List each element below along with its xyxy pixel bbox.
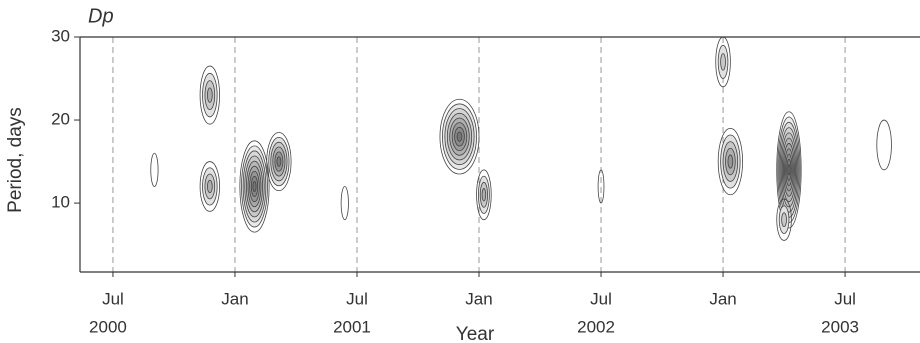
contour-level	[206, 179, 213, 194]
contour-level	[239, 140, 270, 233]
contour-level	[266, 132, 292, 192]
contour-level	[717, 127, 743, 196]
x-tick-label: Jan	[465, 289, 492, 308]
x-tick-label: Jan	[709, 289, 736, 308]
contour-level	[252, 180, 257, 192]
x-axis-title: Year	[456, 324, 495, 343]
contour-level	[276, 156, 282, 167]
x-tick-label: Jul	[346, 289, 368, 308]
contour-level	[206, 87, 213, 103]
y-tick-label: 30	[51, 26, 70, 45]
contour-level	[439, 98, 480, 175]
contour-level	[199, 65, 220, 125]
year-label: 2003	[821, 317, 859, 336]
contour-level	[340, 186, 349, 221]
y-axis-title: Period, days	[5, 107, 26, 213]
x-tick-label: Jul	[590, 289, 612, 308]
contour-level	[476, 169, 492, 221]
contour-level	[781, 212, 787, 228]
contour-level	[456, 131, 463, 142]
contour-level	[199, 161, 220, 212]
y-tick-label: 20	[51, 110, 70, 129]
contour-level	[876, 119, 892, 171]
contour-level	[727, 154, 734, 169]
year-label: 2001	[333, 317, 371, 336]
contour-level	[720, 53, 726, 71]
contour-level	[776, 198, 792, 241]
x-tick-label: Jan	[221, 289, 248, 308]
contour-level	[787, 164, 791, 176]
year-label: 2002	[577, 317, 615, 336]
x-tick-label: Jul	[102, 289, 124, 308]
contour-level	[776, 111, 802, 229]
contour-level	[481, 188, 487, 202]
y-tick-label: 10	[51, 193, 70, 212]
x-tick-label: Jul	[834, 289, 856, 308]
contour-level	[150, 152, 159, 187]
chart-title: Dp	[88, 5, 114, 27]
year-label: 2000	[89, 317, 127, 336]
plot-area	[112, 36, 892, 272]
contour-level	[597, 169, 605, 204]
